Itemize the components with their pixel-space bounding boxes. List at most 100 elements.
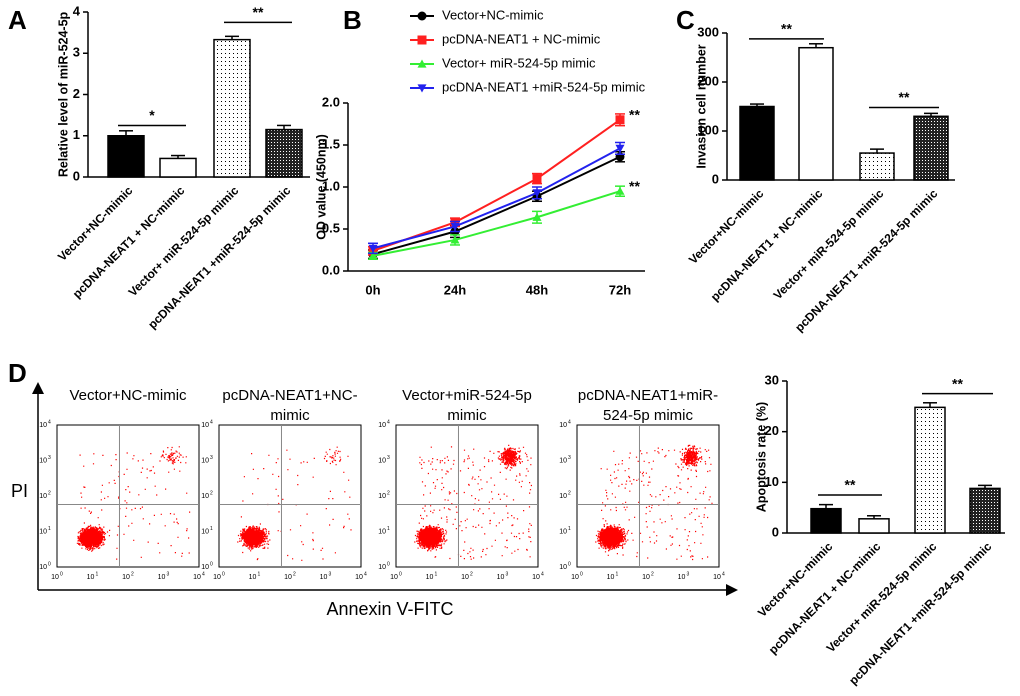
significance-label: **: [952, 375, 963, 391]
x-tick-label: Vector+ miR-524-5p mimic: [126, 183, 242, 299]
y-tick-exponent: 1: [568, 526, 571, 532]
y-tick-base: 10: [201, 493, 209, 500]
y-tick-label: 20: [765, 423, 779, 438]
flow-plot-frame: [56, 424, 200, 568]
point: [368, 251, 378, 260]
point: [532, 189, 542, 198]
x-tick-base: 10: [571, 574, 579, 581]
x-tick-exponent: 2: [293, 571, 296, 577]
flow-y-label: PI: [11, 481, 28, 501]
flow-title: Vector+NC-mimic: [69, 387, 187, 404]
y-axis-label: Relative level of miR-524-5p: [56, 11, 70, 177]
legend-marker: [417, 84, 427, 93]
x-tick-exponent: 4: [364, 571, 367, 577]
flow-events: [595, 444, 713, 561]
legend-label: pcDNA-NEAT1 + NC-mimic: [442, 31, 601, 46]
y-tick-exponent: 3: [387, 455, 390, 461]
y-tick-exponent: 1: [387, 526, 390, 532]
x-tick-exponent: 3: [167, 571, 170, 577]
y-tick-label: 2: [73, 86, 80, 101]
y-tick-base: 10: [201, 457, 209, 464]
point: [450, 235, 460, 244]
x-tick-exponent: 3: [329, 571, 332, 577]
significance-label: **: [899, 89, 910, 105]
flow-title: mimic: [447, 407, 487, 424]
x-tick-label: 72h: [609, 282, 631, 297]
x-tick-label: 0h: [365, 282, 380, 297]
x-tick-base: 10: [390, 574, 398, 581]
panel-letter: C: [676, 5, 695, 35]
y-tick-exponent: 0: [210, 561, 213, 567]
y-tick-label: 1: [73, 127, 80, 142]
y-tick-label: 10: [765, 474, 779, 489]
y-axis-label: Apoptosis rate (%): [754, 402, 768, 512]
y-tick-exponent: 0: [568, 561, 571, 567]
bar: [858, 518, 890, 534]
x-tick-base: 10: [320, 574, 328, 581]
y-tick-base: 10: [559, 528, 567, 535]
x-tick-exponent: 1: [435, 571, 438, 577]
y-tick-exponent: 2: [48, 490, 51, 496]
x-tick-exponent: 0: [399, 571, 402, 577]
point: [532, 174, 542, 184]
x-tick-label: 48h: [526, 282, 548, 297]
y-tick-exponent: 2: [210, 490, 213, 496]
x-tick-label: pcDNA-NEAT1 + NC-mimic: [70, 183, 188, 301]
y-tick-exponent: 0: [48, 561, 51, 567]
x-tick-base: 10: [249, 574, 257, 581]
y-tick-label: 1.5: [322, 136, 340, 151]
x-tick-exponent: 0: [580, 571, 583, 577]
y-tick-label: 30: [765, 372, 779, 387]
y-tick-base: 10: [201, 528, 209, 535]
y-tick-base: 10: [378, 528, 386, 535]
y-tick-base: 10: [378, 422, 386, 429]
x-tick-exponent: 0: [222, 571, 225, 577]
y-tick-exponent: 3: [568, 455, 571, 461]
point: [368, 244, 378, 253]
significance-label: **: [781, 21, 792, 37]
flow-plot-frame: [218, 424, 362, 568]
y-tick-label: 0.0: [322, 262, 340, 277]
bar: [107, 135, 145, 178]
bar: [159, 157, 197, 178]
flow-plot-frame: [395, 424, 539, 568]
panel-letter: B: [343, 5, 362, 35]
flow-events: [76, 446, 191, 560]
y-tick-label: 0: [73, 168, 80, 183]
y-tick-base: 10: [378, 493, 386, 500]
y-tick-label: 2.0: [322, 94, 340, 109]
legend-label: Vector+ miR-524-5p mimic: [442, 55, 596, 70]
flow-title: 524-5p mimic: [603, 407, 694, 424]
flow-x-label: Annexin V-FITC: [326, 599, 453, 619]
y-tick-base: 10: [559, 457, 567, 464]
x-tick-base: 10: [87, 574, 95, 581]
y-tick-base: 10: [559, 564, 567, 571]
x-tick-base: 10: [713, 574, 721, 581]
point: [615, 186, 625, 195]
flow-events: [414, 444, 532, 560]
x-tick-exponent: 3: [687, 571, 690, 577]
significance-label: *: [149, 107, 155, 123]
line: [372, 147, 621, 250]
y-tick-label: 200: [697, 73, 719, 88]
x-tick-exponent: 4: [202, 571, 205, 577]
point: [615, 144, 625, 153]
bar: [739, 105, 775, 181]
y-tick-exponent: 4: [210, 419, 213, 425]
significance-label: **: [629, 178, 640, 194]
bar: [798, 46, 834, 181]
y-tick-exponent: 2: [387, 490, 390, 496]
x-tick-base: 10: [607, 574, 615, 581]
y-tick-label: 0: [712, 171, 719, 186]
x-tick-exponent: 3: [506, 571, 509, 577]
y-tick-exponent: 3: [210, 455, 213, 461]
y-tick-label: 1.0: [322, 178, 340, 193]
x-tick-exponent: 4: [722, 571, 725, 577]
y-tick-exponent: 1: [210, 526, 213, 532]
point: [615, 115, 625, 125]
panel-letter: D: [8, 358, 27, 388]
y-tick-label: 100: [697, 122, 719, 137]
x-tick-base: 10: [678, 574, 686, 581]
bar: [810, 507, 842, 534]
